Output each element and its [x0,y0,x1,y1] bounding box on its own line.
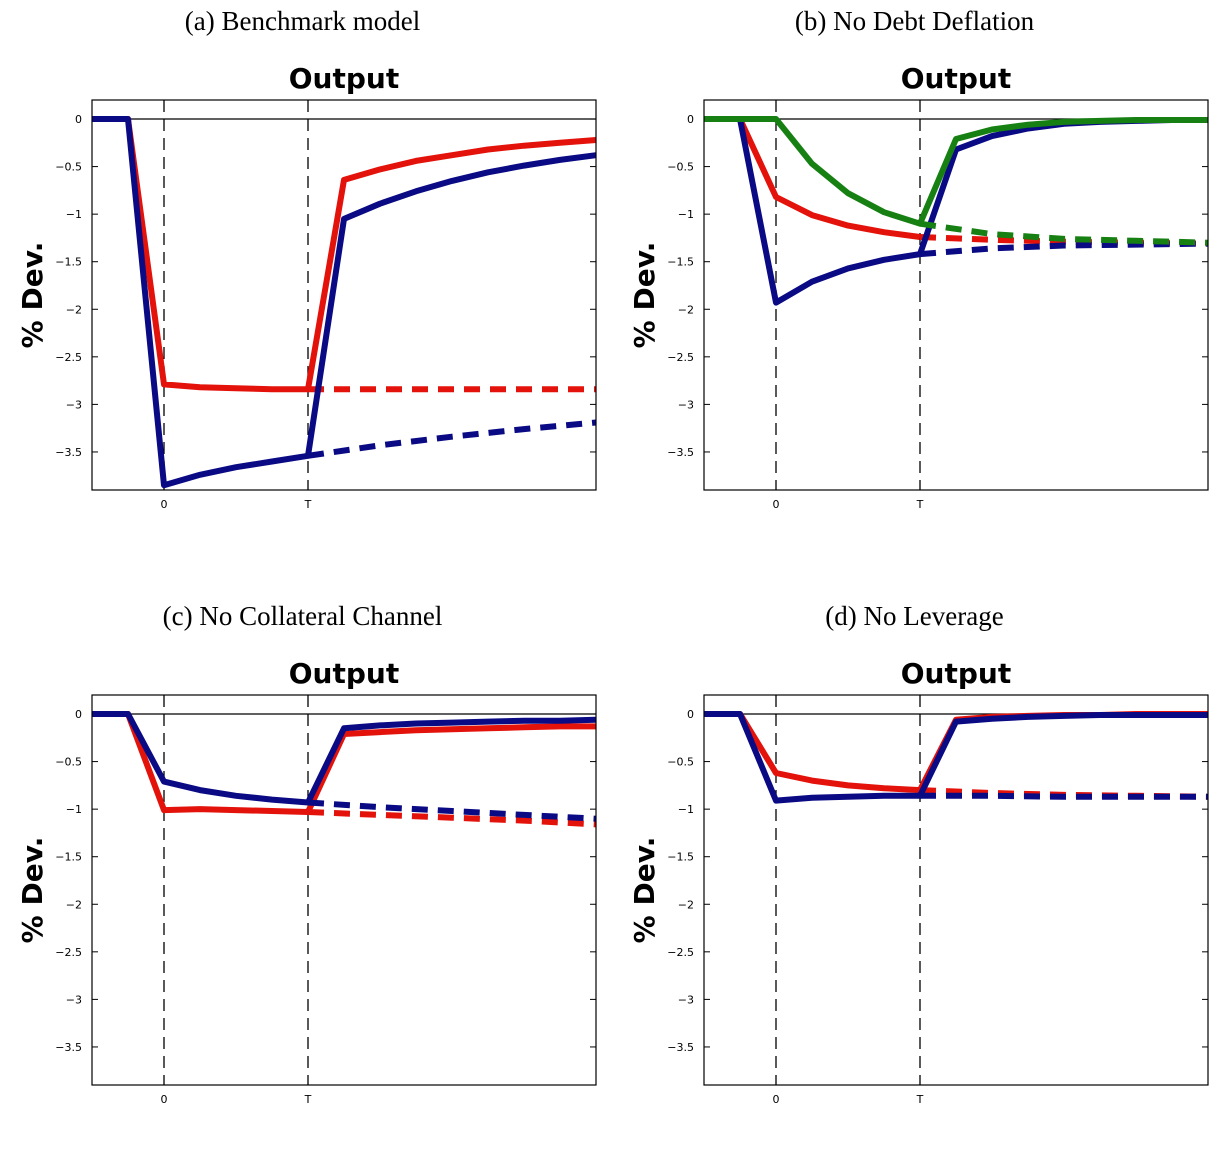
y-tick-label: −1 [66,208,82,221]
y-tick-label: −1.5 [667,851,694,864]
x-tick-label: T [916,1093,924,1106]
panel-c: (c) No Collateral Channel Output % Dev. 0 −… [0,595,605,1150]
plot-frame [703,694,1209,1086]
y-tick-label: −1.5 [55,256,82,269]
y-tick-label: −3.5 [667,446,694,459]
y-tick-label: −2.5 [667,351,694,364]
y-tick-label: −3 [678,993,694,1006]
chart-title: Output [901,62,1011,95]
plot-frame [91,694,597,1086]
y-tick-label: 0 [75,113,82,126]
panel-caption: (d) No Leverage [825,601,1004,631]
panel-caption: (a) Benchmark model [184,6,421,36]
chart-a: Output % Dev. 0 −0.5 −1 −1.5 −2 −2.5 −3 −3.5 0 T [16,62,597,511]
x-tick-label: 0 [161,1093,168,1106]
y-tick-label: 0 [687,708,694,721]
x-tick-label: T [304,1093,312,1106]
series-line-0 [92,116,597,393]
series-line-3 [307,799,597,822]
y-tick-label: −1 [678,803,694,816]
series-line-0 [704,116,921,240]
y-tick-label: −0.5 [55,161,82,174]
x-tick-label: 0 [161,498,168,511]
plot-frame [703,99,1209,491]
panel-d: (d) No Leverage Output % Dev. 0 −0.5 −1 −1.5 −… [612,595,1210,1150]
panel-caption: (c) No Collateral Channel [162,601,443,631]
y-tick-label: −0.5 [667,756,694,769]
y-tick-label: −0.5 [667,161,694,174]
chart-d: Output % Dev. 0 −0.5 −1 −1.5 −2 −2.5 −3 −3.5 0 T [628,657,1209,1106]
y-tick-label: −3.5 [55,446,82,459]
panel-caption: (b) No Debt Deflation [794,6,1035,36]
series-line-2 [92,116,597,489]
series-line-3 [920,792,1208,800]
series-line-4 [704,116,1208,227]
y-tick-label: −2 [66,898,82,911]
y-tick-label: −2 [66,303,82,316]
y-tick-label: −1 [66,803,82,816]
y-tick-label: −2 [678,898,694,911]
y-tick-label: −3 [66,398,82,411]
y-tick-label: −1.5 [55,851,82,864]
x-tick-label: 0 [773,498,780,511]
chart-b: Output % Dev. 0 −0.5 −1 −1.5 −2 −2.5 −3 −3.5 0 T [628,62,1209,511]
y-tick-label: 0 [75,708,82,721]
chart-title: Output [289,62,399,95]
y-tick-label: −3.5 [55,1041,82,1054]
chart-c: Output % Dev. 0 −0.5 −1 −1.5 −2 −2.5 −3 −3.5 0 T [16,657,597,1106]
y-axis-label: % Dev. [16,242,49,349]
series-line-1 [307,809,597,828]
panel-b: (b) No Debt Deflation Output % Dev. 0 −0.5 −… [612,0,1210,555]
y-axis-label: % Dev. [628,837,661,944]
y-tick-label: 0 [687,113,694,126]
x-tick-label: 0 [773,1093,780,1106]
y-tick-label: −2 [678,303,694,316]
y-tick-label: −3.5 [667,1041,694,1054]
y-tick-label: −2.5 [55,351,82,364]
panel-a: (a) Benchmark model Output % Dev. 0 −0.5 −1 −… [0,0,605,555]
x-tick-label: T [916,498,924,511]
y-tick-label: −2.5 [667,946,694,959]
chart-title: Output [901,657,1011,690]
series-line-2 [92,711,597,806]
y-tick-label: −0.5 [55,756,82,769]
y-tick-label: −1.5 [667,256,694,269]
y-axis-label: % Dev. [16,837,49,944]
y-tick-label: −3 [66,993,82,1006]
x-tick-label: T [304,498,312,511]
y-axis-label: % Dev. [628,242,661,349]
chart-title: Output [289,657,399,690]
y-tick-label: −3 [678,398,694,411]
series-line-3 [307,419,597,459]
plot-frame [91,99,597,491]
y-tick-label: −1 [678,208,694,221]
series-line-2 [704,711,1208,804]
series-line-3 [919,240,1209,258]
series-line-5 [919,220,1209,246]
y-tick-label: −2.5 [55,946,82,959]
